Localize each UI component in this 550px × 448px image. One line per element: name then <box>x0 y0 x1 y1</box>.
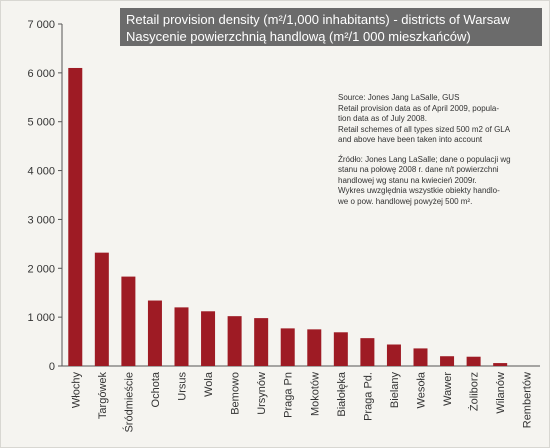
note-line: Retail provision data as of April 2009, … <box>338 103 499 113</box>
note-line: we o pow. handlowej powyżej 500 m². <box>338 196 473 206</box>
x-tick-label: Żoliborz <box>468 372 481 411</box>
bar <box>174 307 189 366</box>
x-tick-label: Wilanów <box>495 372 507 414</box>
source-note-polish: Źródło: Jones Lang LaSalle; dane o popul… <box>338 155 534 208</box>
x-tick-label: Bemowo <box>230 372 242 415</box>
note-line: Źródło: Jones Lang LaSalle; dane o popul… <box>338 154 511 164</box>
bar <box>201 311 216 366</box>
y-tick-label: 0 <box>49 361 55 373</box>
bar <box>254 318 269 366</box>
x-tick-label: Wesoła <box>416 371 428 408</box>
x-tick-label: Wawer <box>442 372 454 406</box>
y-tick-label: 1 000 <box>27 312 55 324</box>
y-tick-label: 7 000 <box>27 19 55 31</box>
x-tick-label: Ochota <box>150 371 162 407</box>
x-axis-labels: Włochy Targówek Śródmieście Ochota Ursus Wola… <box>70 371 533 432</box>
chart-title-polish: Nasycenie powierzchnią handlową (m²/1 00… <box>126 29 471 44</box>
x-tick-label: Bielany <box>389 372 401 409</box>
bar <box>147 300 162 366</box>
bar <box>440 356 455 366</box>
note-line: Source: Jones Jang LaSalle, GUS <box>338 93 460 102</box>
x-tick-label: Rembertów <box>522 372 534 428</box>
note-line: tion data as of July 2008. <box>338 114 427 123</box>
bar <box>333 332 348 366</box>
bar <box>466 356 481 366</box>
x-tick-label: Włochy <box>70 372 82 409</box>
bar <box>386 344 401 366</box>
x-tick-label: Praga Pn <box>283 372 295 418</box>
note-line: stanu na połowę 2008 r. dane n/t powierz… <box>338 165 499 174</box>
source-note: Source: Jones Jang LaSalle, GUS Retail p… <box>338 93 534 216</box>
y-axis-ticks: 0 1 000 2 000 3 000 4 000 5 000 6 000 7 000 <box>27 19 62 373</box>
x-tick-label: Białołęka <box>336 371 348 417</box>
note-line: Retail schemes of all types sized 500 m2… <box>338 124 511 134</box>
bar <box>121 276 136 366</box>
bar <box>227 316 242 366</box>
y-tick-label: 2 000 <box>27 263 55 275</box>
bars <box>68 67 508 366</box>
chart-title-box: Retail provision density (m²/1,000 inhab… <box>120 8 542 46</box>
y-tick-label: 3 000 <box>27 214 55 226</box>
x-tick-label: Wola <box>203 371 215 397</box>
source-note-english: Source: Jones Jang LaSalle, GUS Retail p… <box>338 93 534 146</box>
bar <box>413 348 428 366</box>
x-tick-label: Targówek <box>97 372 109 420</box>
note-line: Wykres uwzględnia wszystkie obiekty hand… <box>338 186 500 195</box>
x-tick-label: Mokotów <box>309 372 321 416</box>
bar <box>360 338 375 366</box>
y-tick-label: 6 000 <box>27 68 55 80</box>
y-tick-label: 4 000 <box>27 166 55 178</box>
bar <box>307 329 322 366</box>
note-line: and above have been taken into account <box>338 135 483 144</box>
bar <box>94 252 109 366</box>
bar <box>68 67 83 366</box>
x-tick-label: Praga Pd. <box>362 372 374 421</box>
bar <box>493 363 508 366</box>
bar <box>280 328 295 366</box>
note-line: handlowej wg stanu na kwiecień 2009r. <box>338 175 477 185</box>
x-tick-label: Ursynów <box>256 372 268 415</box>
chart-axes <box>61 24 540 367</box>
x-tick-label: Śródmieście <box>122 372 135 433</box>
chart-title-english: Retail provision density (m²/1,000 inhab… <box>126 12 510 27</box>
y-tick-label: 5 000 <box>27 117 55 129</box>
x-tick-label: Ursus <box>177 372 189 401</box>
